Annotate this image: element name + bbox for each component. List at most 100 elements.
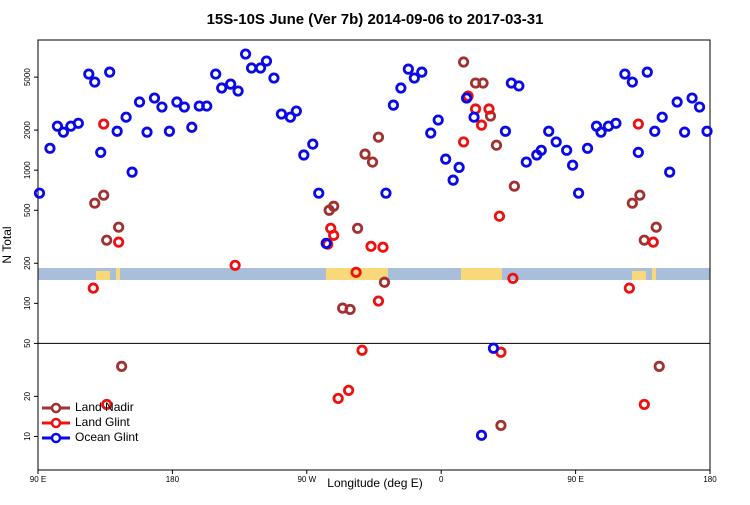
point [72, 117, 84, 129]
y-tick-label: 200 [23, 256, 32, 270]
plot-frame [37, 39, 711, 471]
land-strip [461, 268, 502, 280]
point [356, 344, 368, 356]
point [178, 101, 190, 113]
y-tick-label: 10 [23, 431, 32, 440]
land-strip [652, 268, 656, 280]
point [634, 189, 646, 201]
point [638, 398, 650, 411]
point [372, 131, 385, 143]
point [653, 360, 665, 372]
point [95, 146, 107, 158]
point [365, 240, 377, 252]
point [284, 111, 296, 123]
point [483, 103, 495, 115]
point [51, 120, 64, 132]
x-tick-label: 90 W [297, 475, 316, 484]
point [513, 80, 525, 92]
point [535, 144, 547, 156]
point [350, 266, 362, 278]
point [141, 126, 153, 138]
point [572, 187, 585, 199]
point [490, 139, 503, 151]
y-tick-label: 50 [23, 338, 32, 347]
point [595, 126, 607, 138]
point [453, 161, 465, 173]
point [650, 221, 662, 233]
x-tick-label: 90 E [567, 475, 583, 484]
point [359, 148, 371, 160]
point [626, 76, 638, 88]
point [432, 114, 444, 126]
point [561, 144, 573, 156]
point [632, 146, 644, 158]
point [686, 92, 698, 104]
x-tick-label: 0 [439, 475, 444, 484]
point [641, 66, 653, 78]
point [113, 221, 125, 233]
point [380, 187, 392, 199]
legend-label: Ocean Glint [75, 430, 139, 444]
point [116, 360, 128, 372]
point [457, 136, 470, 148]
y-tick-label: 20 [23, 391, 32, 400]
point [104, 66, 116, 78]
point [520, 156, 532, 168]
point [101, 398, 113, 411]
point [447, 174, 459, 186]
point [89, 76, 101, 88]
point [171, 96, 183, 108]
point [610, 117, 622, 129]
point [343, 384, 355, 396]
point [229, 259, 241, 271]
point [550, 136, 562, 148]
point [679, 126, 691, 138]
point [268, 72, 280, 84]
point [402, 63, 414, 75]
point [457, 56, 470, 68]
point [328, 200, 340, 212]
point [623, 282, 635, 294]
legend-marker [50, 432, 62, 444]
point [126, 166, 138, 178]
x-axis-label: Longitude (deg E) [327, 476, 422, 490]
point [44, 142, 56, 154]
point [98, 189, 110, 201]
point [133, 96, 146, 108]
point [664, 166, 676, 178]
point [89, 197, 101, 209]
point [416, 66, 428, 78]
point [232, 85, 244, 97]
point [701, 125, 713, 137]
point [693, 101, 706, 113]
y-axis-label: N Total [0, 226, 14, 263]
legend-label: Land Nadir [75, 400, 134, 414]
land-strip [116, 268, 120, 280]
point [328, 229, 340, 241]
land-mask [38, 268, 710, 280]
point [460, 92, 473, 104]
y-tick-label: 5000 [23, 68, 32, 86]
point [475, 429, 488, 441]
point [619, 68, 631, 80]
point [395, 82, 407, 94]
point [332, 392, 344, 405]
x-tick-label: 180 [703, 475, 717, 484]
point [186, 121, 198, 133]
point [372, 295, 385, 307]
point [320, 237, 332, 249]
point [113, 236, 125, 248]
x-tick-label: 90 E [30, 475, 46, 484]
point [225, 78, 237, 90]
point [260, 55, 273, 67]
point [468, 111, 480, 123]
point [101, 234, 113, 246]
point [163, 125, 176, 137]
point [475, 119, 488, 131]
point [567, 159, 579, 171]
point [440, 153, 452, 165]
point [366, 156, 379, 168]
point [377, 241, 389, 253]
point [378, 276, 391, 288]
point [351, 222, 364, 234]
